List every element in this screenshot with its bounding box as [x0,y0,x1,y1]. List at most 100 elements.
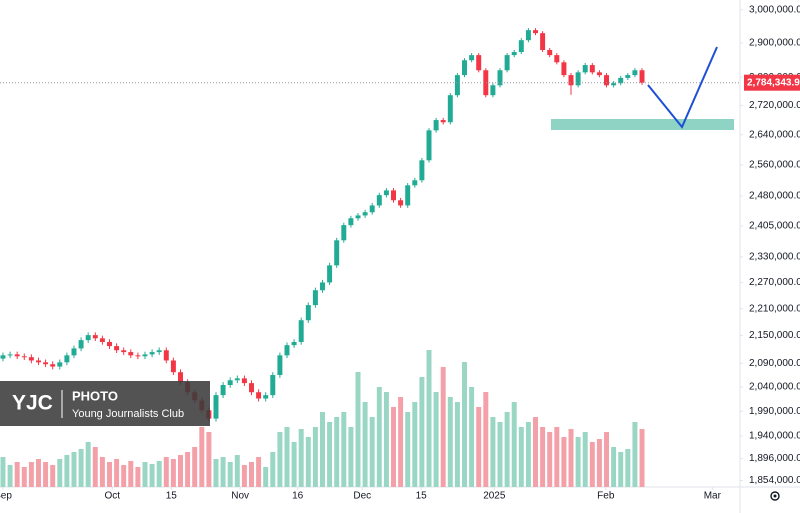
candle-body [497,70,503,86]
x-tick-label: Sep [0,491,12,502]
volume-bar [398,397,404,487]
candle-body [99,338,105,342]
volume-bar [43,462,49,487]
candle-body [14,354,20,357]
volume-bar [540,427,546,487]
candle-body [21,356,27,358]
y-tick-label: 2,560,000.00 [749,160,800,171]
candle-body [525,30,531,41]
volume-bar [462,362,467,487]
candle-body [547,49,553,56]
volume-bar [85,442,91,487]
candle-body [284,345,290,356]
candle-body [540,33,546,50]
candle-body [234,378,240,381]
candle-body [398,200,404,206]
candle-body [639,70,645,83]
watermark-subtitle: Young Journalists Club [72,408,184,420]
y-tick-label: 2,640,000.00 [749,129,800,140]
candle-body [312,290,318,306]
volume-bar [320,412,325,487]
candle-body [320,282,325,291]
volume-bar [249,462,254,487]
candle-body [469,55,475,61]
volume-bar [497,422,503,487]
volume-bar [107,462,112,487]
volume-bar [142,462,148,487]
volume-bar [490,417,496,487]
candle-body [369,205,375,213]
candle-body [533,30,538,34]
x-tick-label: Feb [597,491,615,502]
volume-bar [348,427,354,487]
volume-bar [334,417,340,487]
volume-bar [199,427,205,487]
volume-bar [561,437,567,487]
watermark-logo: YJC [12,392,53,415]
volume-bar [575,437,581,487]
candle-body [334,240,340,266]
volume-bar [170,459,176,487]
volume-bar [50,465,56,487]
candle-body [107,341,112,347]
volume-bar [256,457,262,487]
volume-bar [504,412,510,487]
projection-line [647,46,718,129]
volume-bar [57,459,63,487]
volume-bar [227,462,233,487]
volume-bar [355,372,361,487]
volume-bar [64,455,70,487]
support-zone [551,119,734,130]
volume-bar [213,459,219,487]
candle-body [7,354,13,356]
volume-bar [632,422,638,487]
candle-body [149,352,155,355]
volume-bar [433,392,439,487]
axes: 3,000,000.002,900,000.002,800,000.002,72… [0,4,800,502]
candle-body [142,354,148,357]
candle-body [433,120,439,131]
volume-bar [78,449,84,487]
candle-body [454,75,460,96]
volume-bar [405,412,411,487]
candle-body [575,72,581,86]
candle-body [604,75,609,86]
y-tick-label: 2,480,000.00 [749,191,800,202]
y-tick-label: 1,854,000.00 [749,475,800,486]
volume-bar [21,467,27,487]
volume-bar [341,412,347,487]
last-price-label: 2,784,343.92 [747,77,800,88]
x-tick-label: 16 [292,491,304,502]
candle-body [348,218,354,226]
volume-bar [554,427,560,487]
candle-body [57,362,63,367]
candle-body [426,130,432,161]
y-tick-label: 2,270,000.00 [749,277,800,288]
x-tick-label: 15 [416,491,428,502]
y-tick-label: 1,990,000.00 [749,406,800,417]
settings-button[interactable] [770,491,780,501]
volume-bar [362,402,368,487]
candle-body [383,190,389,196]
volume-bar [376,387,382,487]
y-tick-label: 1,940,000.00 [749,431,800,442]
settings-button-dot[interactable] [773,494,777,498]
candle-body [341,225,347,241]
y-tick-label: 1,896,000.00 [749,453,800,464]
candle-body [50,364,56,367]
volume-bar [163,457,169,487]
volume-bar [28,462,34,487]
candle-body [518,40,524,53]
volume-bar [277,432,283,487]
candle-body [589,65,595,73]
y-tick-label: 2,900,000.00 [749,38,800,49]
volume-bar [440,367,446,487]
candle-body [596,72,602,76]
candle-body [582,65,588,73]
candle-body [632,70,638,76]
y-tick-label: 2,330,000.00 [749,252,800,263]
y-tick-label: 2,720,000.00 [749,100,800,111]
candle-body [611,83,617,86]
candle-body [554,55,560,63]
volume-bar [305,437,311,487]
